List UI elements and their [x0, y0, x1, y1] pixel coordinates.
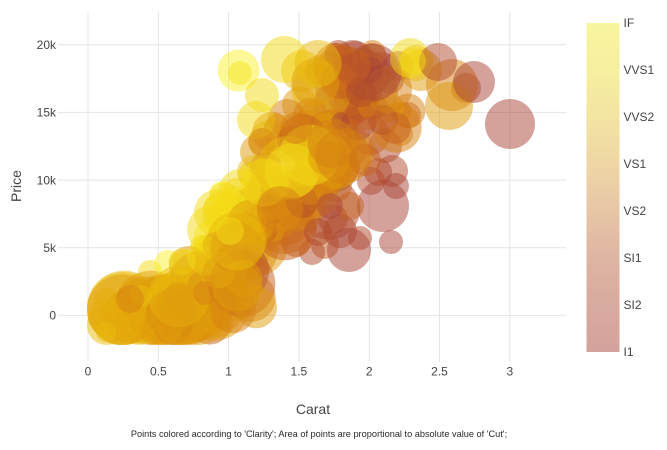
- svg-text:1: 1: [225, 365, 232, 379]
- svg-text:SI2: SI2: [624, 298, 642, 312]
- svg-text:0.5: 0.5: [150, 365, 167, 379]
- svg-text:3: 3: [506, 365, 513, 379]
- svg-text:VVS1: VVS1: [624, 63, 655, 77]
- svg-text:VS1: VS1: [624, 157, 647, 171]
- svg-text:I1: I1: [624, 345, 634, 359]
- svg-text:15k: 15k: [37, 106, 57, 120]
- svg-text:VS2: VS2: [624, 204, 647, 218]
- svg-text:5k: 5k: [43, 241, 57, 255]
- svg-text:SI1: SI1: [624, 251, 642, 265]
- svg-text:1.5: 1.5: [291, 365, 308, 379]
- svg-text:Price: Price: [8, 170, 24, 202]
- svg-text:2: 2: [366, 365, 373, 379]
- svg-text:VVS2: VVS2: [624, 110, 655, 124]
- svg-text:Points colored according to 'C: Points colored according to 'Clarity'; A…: [131, 429, 507, 439]
- svg-text:20k: 20k: [37, 38, 57, 52]
- svg-text:IF: IF: [624, 16, 635, 30]
- svg-text:2.5: 2.5: [431, 365, 448, 379]
- svg-text:10k: 10k: [37, 173, 57, 187]
- svg-text:Carat: Carat: [296, 401, 330, 417]
- svg-text:0: 0: [85, 365, 92, 379]
- svg-text:0: 0: [49, 309, 56, 323]
